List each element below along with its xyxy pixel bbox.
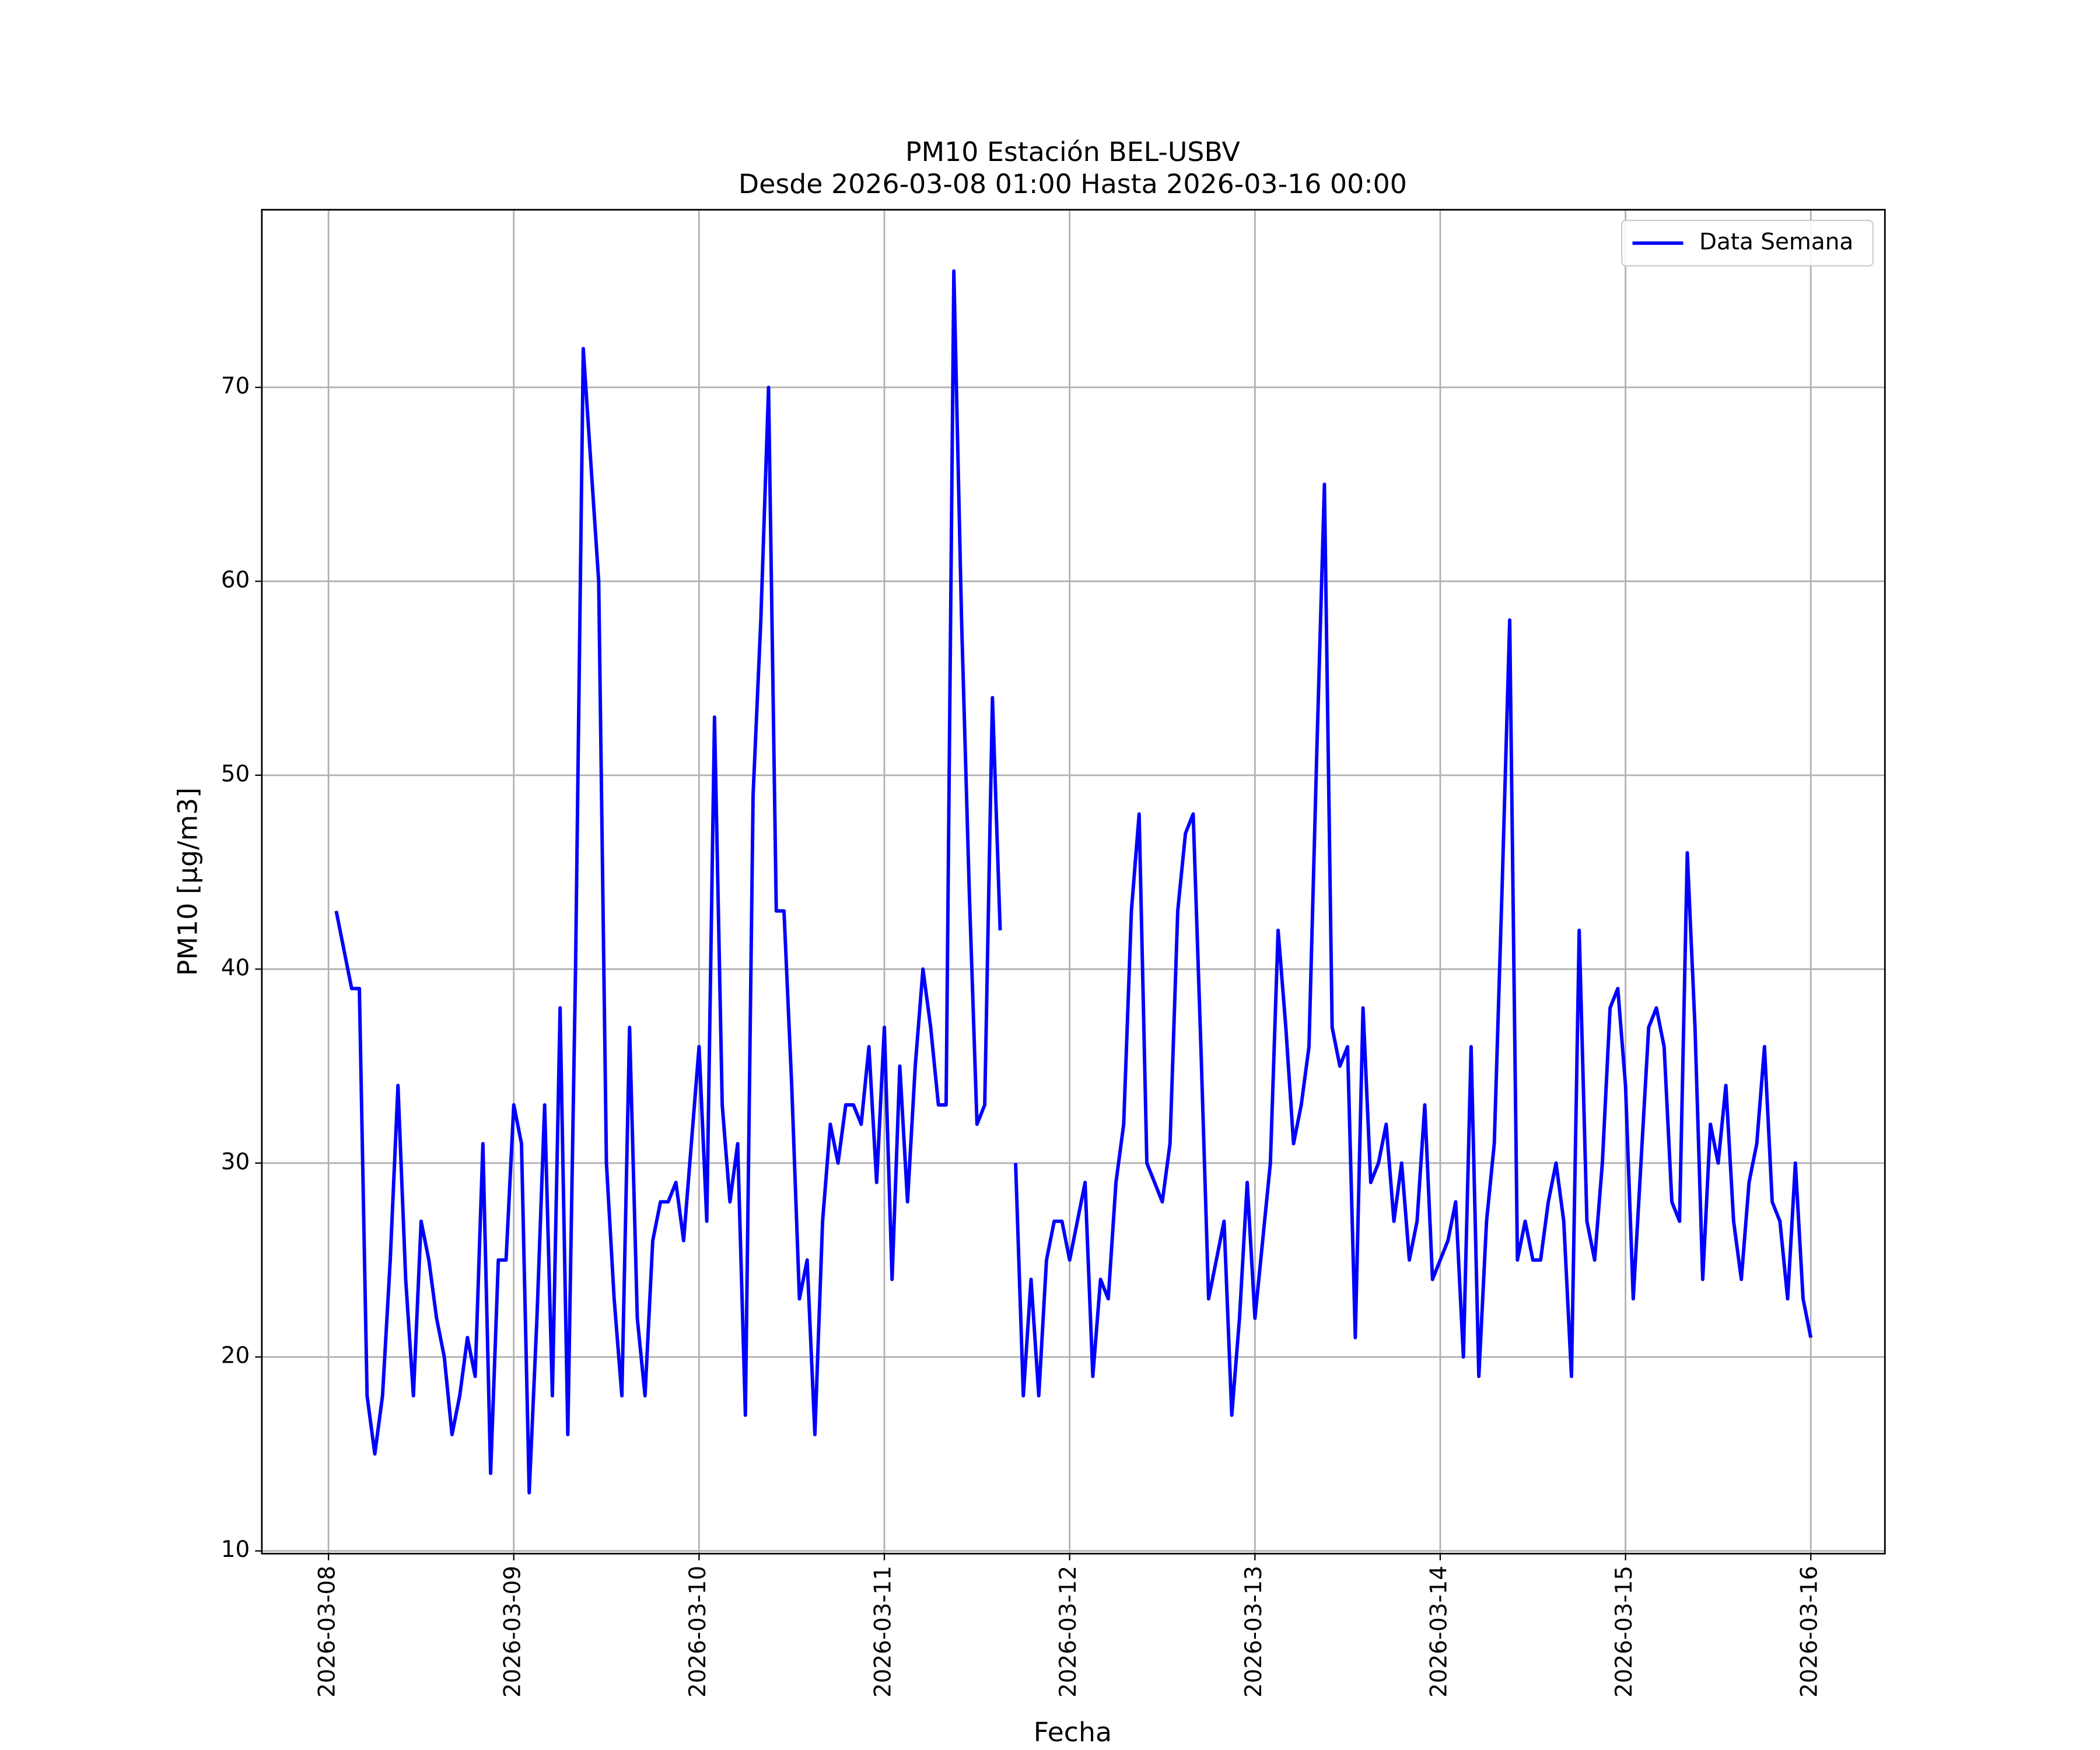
chart-subtitle: Desde 2026-03-08 01:00 Hasta 2026-03-16 …	[738, 168, 1407, 200]
plot-frame	[261, 209, 1886, 1555]
data-line	[334, 269, 1813, 1494]
x-tick-label: 2026-03-09	[499, 1566, 526, 1698]
y-tick-label: 10	[221, 1536, 250, 1563]
legend: Data Semana	[1621, 219, 1874, 267]
x-tick-label: 2026-03-08	[314, 1566, 341, 1698]
x-tick-label: 2026-03-15	[1611, 1566, 1637, 1698]
chart-title: PM10 Estación BEL-USBV	[905, 136, 1240, 167]
x-tick-label: 2026-03-13	[1241, 1566, 1267, 1698]
y-tick-label: 40	[221, 955, 250, 981]
legend-label: Data Semana	[1699, 229, 1853, 255]
y-tick-label: 20	[221, 1343, 250, 1369]
x-tick-label: 2026-03-16	[1797, 1566, 1823, 1698]
y-tick-label: 50	[221, 761, 250, 787]
x-tick-label: 2026-03-11	[870, 1566, 897, 1698]
y-axis-label: PM10 [μg/m3]	[172, 788, 204, 976]
y-tick-label: 30	[221, 1149, 250, 1175]
x-tick-label: 2026-03-12	[1055, 1566, 1082, 1698]
y-tick-label: 70	[221, 373, 250, 400]
x-tick-label: 2026-03-10	[685, 1566, 711, 1698]
y-tick-label: 60	[221, 567, 250, 593]
x-tick-label: 2026-03-14	[1426, 1566, 1452, 1698]
x-axis-label: Fecha	[1034, 1716, 1112, 1748]
legend-box	[1621, 219, 1874, 267]
